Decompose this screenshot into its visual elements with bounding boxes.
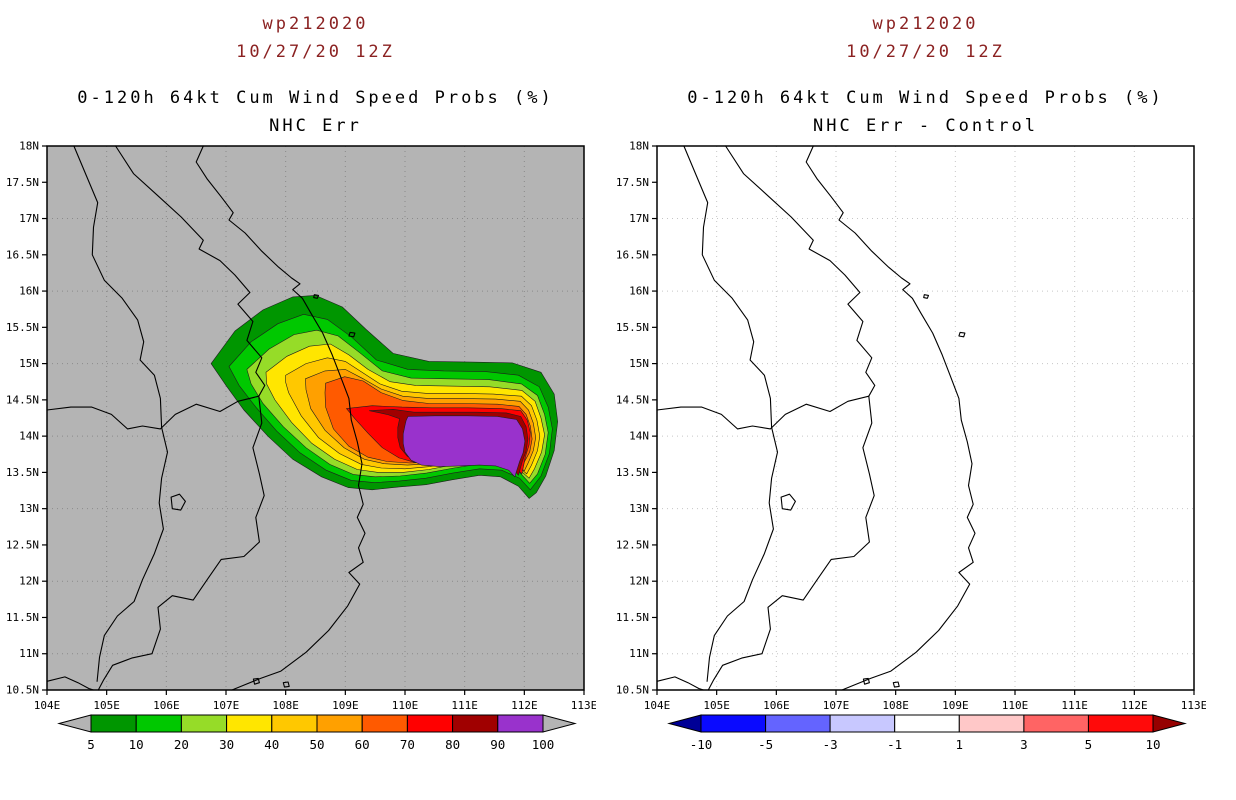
svg-text:16N: 16N	[19, 285, 39, 298]
svg-text:105E: 105E	[703, 699, 730, 712]
svg-text:15.5N: 15.5N	[6, 321, 39, 334]
svg-text:112E: 112E	[511, 699, 538, 712]
svg-text:113E: 113E	[1181, 699, 1206, 712]
panel-right-storm-id: wp212020	[872, 14, 979, 34]
svg-text:112E: 112E	[1121, 699, 1148, 712]
svg-text:111E: 111E	[451, 699, 478, 712]
svg-text:10: 10	[1145, 737, 1160, 752]
svg-text:110E: 110E	[1002, 699, 1029, 712]
svg-text:80: 80	[445, 737, 460, 752]
svg-text:11N: 11N	[19, 647, 39, 660]
svg-text:16.5N: 16.5N	[616, 248, 649, 261]
svg-text:-5: -5	[758, 737, 773, 752]
svg-text:5: 5	[1085, 737, 1093, 752]
svg-text:104E: 104E	[34, 699, 61, 712]
svg-text:15.5N: 15.5N	[616, 321, 649, 334]
svg-text:14N: 14N	[629, 430, 649, 443]
svg-text:12N: 12N	[629, 575, 649, 588]
svg-text:14.5N: 14.5N	[616, 393, 649, 406]
svg-text:18N: 18N	[19, 140, 39, 153]
svg-text:14N: 14N	[19, 430, 39, 443]
svg-text:13.5N: 13.5N	[616, 466, 649, 479]
svg-text:15N: 15N	[19, 357, 39, 370]
svg-text:90: 90	[490, 737, 505, 752]
panel-right-subtitle: 0-120h 64kt Cum Wind Speed Probs (%)	[687, 88, 1164, 108]
svg-text:106E: 106E	[153, 699, 180, 712]
svg-text:30: 30	[219, 737, 234, 752]
svg-text:17.5N: 17.5N	[6, 176, 39, 189]
map-nhc-err: 18N 17.5N 17N 16.5N 16N 15.5N 15N 14.5N 14N 13.5N…	[2, 140, 597, 724]
svg-text:17N: 17N	[19, 212, 39, 225]
colorbar-difference: -10 -5 -3 -1 1 3 5 10	[667, 710, 1187, 764]
svg-text:18N: 18N	[629, 140, 649, 153]
panel-left-subtitle: 0-120h 64kt Cum Wind Speed Probs (%)	[77, 88, 554, 108]
svg-text:14.5N: 14.5N	[6, 393, 39, 406]
svg-text:105E: 105E	[93, 699, 120, 712]
svg-text:3: 3	[1020, 737, 1028, 752]
colorbar: 5 10 20 30 40 50 60 70 80 90 100	[57, 714, 577, 752]
svg-text:-10: -10	[690, 737, 713, 752]
panel-left-storm-id: wp212020	[262, 14, 369, 34]
svg-text:60: 60	[355, 737, 370, 752]
svg-text:110E: 110E	[392, 699, 419, 712]
svg-text:113E: 113E	[571, 699, 596, 712]
panel-left-experiment-label: NHC Err	[269, 116, 362, 136]
svg-text:10.5N: 10.5N	[6, 684, 39, 697]
svg-text:40: 40	[264, 737, 279, 752]
svg-text:13N: 13N	[629, 502, 649, 515]
map-plot: 18N 17.5N 17N 16.5N 16N 15.5N 15N 14.5N 14N 13.5N…	[616, 140, 1207, 713]
svg-text:107E: 107E	[823, 699, 850, 712]
svg-text:108E: 108E	[882, 699, 909, 712]
svg-text:70: 70	[400, 737, 415, 752]
svg-text:108E: 108E	[272, 699, 299, 712]
svg-text:100: 100	[532, 737, 555, 752]
svg-text:-1: -1	[887, 737, 902, 752]
map-plot: 18N 17.5N 17N 16.5N 16N 15.5N 15N 14.5N 14N 13.5N…	[6, 140, 597, 713]
svg-text:104E: 104E	[644, 699, 671, 712]
colorbar: -10 -5 -3 -1 1 3 5 10	[667, 714, 1187, 752]
svg-text:50: 50	[309, 737, 324, 752]
svg-text:13N: 13N	[19, 502, 39, 515]
svg-text:106E: 106E	[763, 699, 790, 712]
panel-left-init-time: 10/27/20 12Z	[236, 42, 395, 62]
svg-text:20: 20	[174, 737, 189, 752]
svg-text:10: 10	[129, 737, 144, 752]
svg-text:12.5N: 12.5N	[6, 538, 39, 551]
svg-text:11N: 11N	[629, 647, 649, 660]
svg-text:-3: -3	[823, 737, 838, 752]
svg-text:111E: 111E	[1061, 699, 1088, 712]
panel-right-init-time: 10/27/20 12Z	[846, 42, 1005, 62]
svg-text:12.5N: 12.5N	[616, 538, 649, 551]
svg-text:12N: 12N	[19, 575, 39, 588]
svg-text:16.5N: 16.5N	[6, 248, 39, 261]
svg-text:5: 5	[87, 737, 95, 752]
map-nhc-err-minus-control: 18N 17.5N 17N 16.5N 16N 15.5N 15N 14.5N 14N 13.5N…	[612, 140, 1207, 724]
svg-text:107E: 107E	[213, 699, 240, 712]
panel-right-experiment-label: NHC Err - Control	[813, 116, 1038, 136]
svg-text:11.5N: 11.5N	[6, 611, 39, 624]
svg-text:15N: 15N	[629, 357, 649, 370]
svg-text:109E: 109E	[332, 699, 359, 712]
svg-text:1: 1	[956, 737, 964, 752]
svg-text:17.5N: 17.5N	[616, 176, 649, 189]
svg-text:17N: 17N	[629, 212, 649, 225]
colorbar-probability: 5 10 20 30 40 50 60 70 80 90 100	[57, 710, 577, 764]
svg-text:109E: 109E	[942, 699, 969, 712]
svg-text:13.5N: 13.5N	[6, 466, 39, 479]
svg-text:16N: 16N	[629, 285, 649, 298]
svg-text:10.5N: 10.5N	[616, 684, 649, 697]
svg-text:11.5N: 11.5N	[616, 611, 649, 624]
